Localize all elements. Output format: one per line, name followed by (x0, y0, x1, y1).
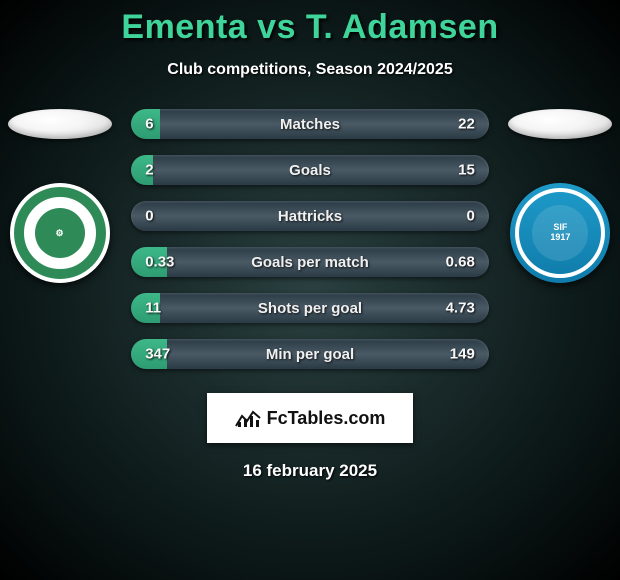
stat-value-right: 15 (458, 162, 475, 179)
stat-row: 0.33 Goals per match 0.68 (131, 247, 489, 277)
page-title: Ementa vs T. Adamsen (0, 8, 620, 47)
stat-row: 6 Matches 22 (131, 109, 489, 139)
club-badge-left: ⚙ (10, 183, 110, 283)
stat-label: Hattricks (278, 208, 342, 225)
date-label: 16 february 2025 (0, 461, 620, 481)
brand-chart-icon (235, 408, 261, 428)
player-photo-right-placeholder (508, 109, 612, 139)
stat-value-right: 0.68 (446, 254, 475, 271)
stat-row: 2 Goals 15 (131, 155, 489, 185)
stat-value-right: 22 (458, 116, 475, 133)
stat-label: Min per goal (266, 346, 354, 363)
brand-text: FcTables.com (267, 408, 386, 429)
stat-value-left: 6 (145, 116, 153, 133)
stat-label: Shots per goal (258, 300, 362, 317)
stat-row: 347 Min per goal 149 (131, 339, 489, 369)
brand-box: FcTables.com (207, 393, 413, 443)
club-badge-right: SIF 1917 (510, 183, 610, 283)
right-side: SIF 1917 (501, 109, 620, 283)
stat-value-left: 11 (145, 300, 161, 317)
stat-value-left: 0 (145, 208, 153, 225)
stat-value-right: 4.73 (446, 300, 475, 317)
stat-value-right: 149 (450, 346, 475, 363)
stat-row: 11 Shots per goal 4.73 (131, 293, 489, 323)
main-row: ⚙ 6Matches222Goals150Hattricks00.33Goals… (0, 109, 620, 369)
stat-label: Goals per match (251, 254, 369, 271)
left-side: ⚙ (0, 109, 119, 283)
comparison-card: Ementa vs T. Adamsen Club competitions, … (0, 0, 620, 481)
player-photo-left-placeholder (8, 109, 112, 139)
stat-label: Goals (289, 162, 331, 179)
stat-value-left: 0.33 (145, 254, 174, 271)
badge-ring (515, 188, 605, 278)
stat-value-left: 347 (145, 346, 170, 363)
stat-label: Matches (280, 116, 340, 133)
badge-ring (14, 187, 106, 279)
page-subtitle: Club competitions, Season 2024/2025 (0, 61, 620, 79)
stat-value-right: 0 (466, 208, 474, 225)
stats-column: 6Matches222Goals150Hattricks00.33Goals p… (131, 109, 489, 369)
stat-row: 0 Hattricks 0 (131, 201, 489, 231)
stat-value-left: 2 (145, 162, 153, 179)
